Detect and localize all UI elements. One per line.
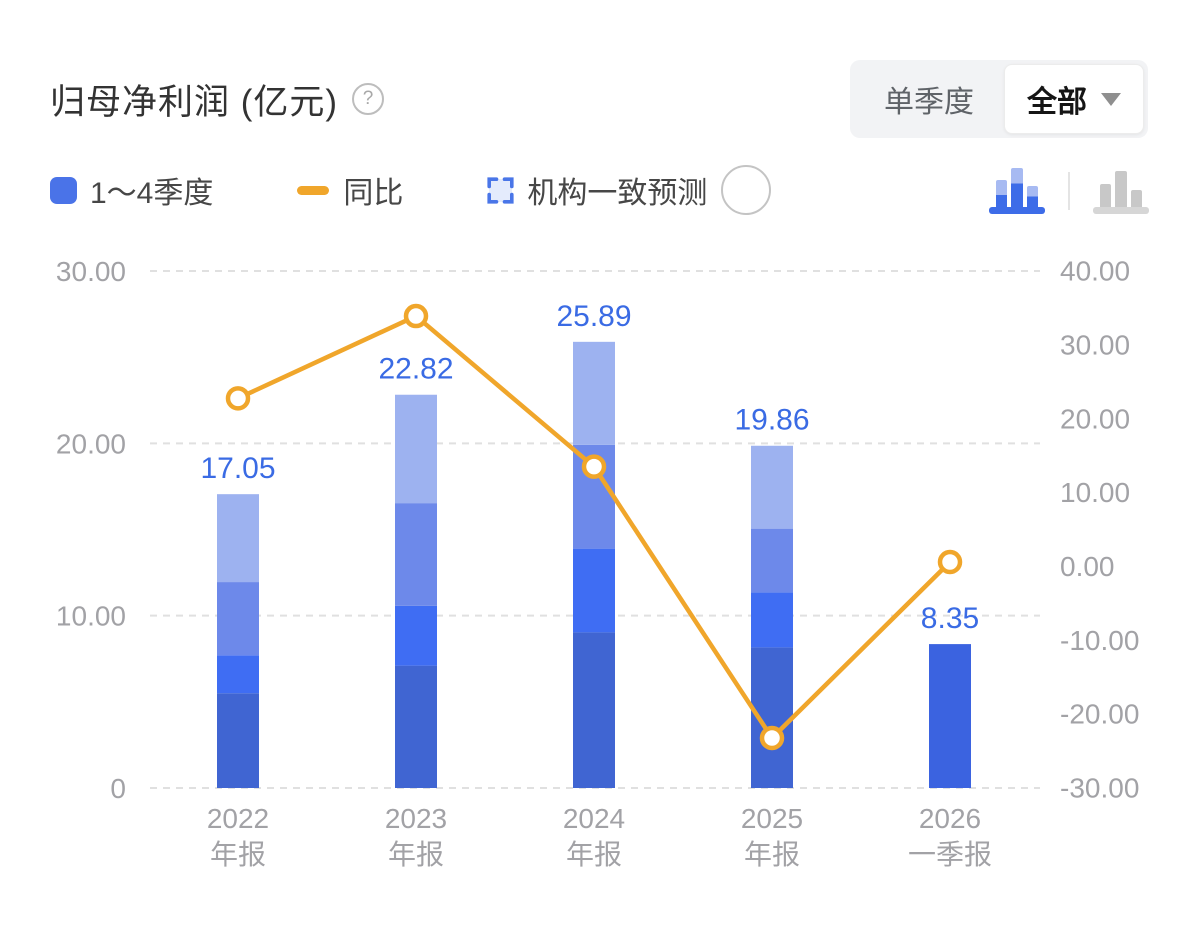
- header: 归母净利润 (亿元) ? 单季度 全部: [50, 60, 1148, 138]
- x-axis-label-period: 年报: [744, 839, 800, 870]
- tab-single-quarter[interactable]: 单季度: [854, 64, 1004, 134]
- forecast-toggle[interactable]: [721, 165, 772, 215]
- forecast-bracket-icon: [487, 176, 514, 204]
- x-axis-label-year: 2026: [919, 803, 981, 834]
- left-axis-label: 20.00: [56, 428, 126, 459]
- grouped-bar-chart-icon[interactable]: [1092, 166, 1150, 214]
- chevron-down-icon: [1101, 92, 1121, 106]
- bar-segment[interactable]: [395, 394, 437, 504]
- bar-segment[interactable]: [217, 494, 259, 583]
- yoy-marker[interactable]: [403, 303, 429, 329]
- bar-segment[interactable]: [217, 582, 259, 656]
- quarters-label: 1～4季度: [90, 177, 214, 210]
- bar-segment[interactable]: [573, 632, 615, 788]
- bar-segment[interactable]: [217, 655, 259, 694]
- bar-segment[interactable]: [751, 592, 793, 648]
- help-icon[interactable]: ?: [352, 83, 385, 115]
- bar-value-label: 19.86: [734, 404, 809, 437]
- yoy-label: 同比: [343, 177, 404, 210]
- bar-value-label: 22.82: [378, 353, 453, 386]
- tab-all-periods[interactable]: 全部: [1004, 64, 1144, 134]
- bar-segment[interactable]: [929, 644, 971, 788]
- chart-type-divider: [1068, 172, 1070, 210]
- x-axis-label-period: 年报: [388, 839, 444, 870]
- bar-2022[interactable]: [217, 494, 259, 788]
- x-axis-label-year: 2022: [207, 803, 269, 834]
- yoy-line-icon: [297, 185, 330, 195]
- tab-all-periods-label: 全部: [1027, 86, 1087, 119]
- bar-2026[interactable]: [929, 644, 971, 788]
- x-axis-label-year: 2023: [385, 803, 447, 834]
- left-axis-label: 10.00: [56, 601, 126, 632]
- bar-segment[interactable]: [395, 605, 437, 666]
- legend: 1～4季度 同比 机构一致预测: [50, 165, 1150, 215]
- yoy-marker[interactable]: [937, 549, 963, 575]
- x-axis-label-year: 2025: [741, 803, 803, 834]
- right-axis-label: 40.00: [1060, 256, 1130, 287]
- legend-item-yoy[interactable]: 同比: [297, 168, 403, 212]
- bar-segment[interactable]: [573, 548, 615, 633]
- bar-2025[interactable]: [751, 445, 793, 788]
- bar-segment[interactable]: [217, 693, 259, 788]
- x-axis-label-period: 年报: [566, 839, 622, 870]
- right-axis-label: -30.00: [1060, 773, 1139, 804]
- period-toggle: 单季度 全部: [850, 60, 1148, 138]
- x-axis-label-year: 2024: [563, 803, 625, 834]
- x-axis-label-period: 年报: [210, 839, 266, 870]
- right-axis-label: -10.00: [1060, 625, 1139, 656]
- yoy-marker[interactable]: [225, 386, 251, 411]
- yoy-marker[interactable]: [759, 725, 785, 751]
- yoy-marker[interactable]: [581, 454, 607, 479]
- bar-segment[interactable]: [395, 665, 437, 788]
- page-title: 归母净利润 (亿元): [50, 82, 339, 122]
- bar-value-label: 17.05: [200, 452, 275, 485]
- legend-item-quarters[interactable]: 1～4季度: [50, 168, 213, 212]
- left-axis-label: 30.00: [56, 256, 126, 287]
- bar-2024[interactable]: [573, 341, 615, 788]
- legend-item-forecast[interactable]: 机构一致预测: [487, 165, 772, 215]
- bar-value-label: 25.89: [556, 300, 631, 333]
- bar-segment[interactable]: [751, 445, 793, 529]
- right-axis-label: -20.00: [1060, 699, 1139, 730]
- chart-type-switch: [988, 166, 1150, 214]
- bar-2023[interactable]: [395, 394, 437, 788]
- right-axis-label: 10.00: [1060, 477, 1130, 508]
- quarters-swatch-icon: [50, 176, 77, 204]
- forecast-label: 机构一致预测: [527, 177, 708, 210]
- right-axis-label: 0.00: [1060, 551, 1115, 582]
- right-axis-label: 20.00: [1060, 403, 1130, 434]
- bar-segment[interactable]: [573, 341, 615, 445]
- right-axis-label: 30.00: [1060, 329, 1130, 360]
- left-axis-label: 0: [110, 773, 126, 804]
- bar-segment[interactable]: [395, 503, 437, 606]
- stacked-bar-chart-icon[interactable]: [988, 166, 1046, 214]
- x-axis-label-period: 一季报: [908, 839, 992, 870]
- bar-value-label: 8.35: [921, 602, 979, 635]
- bar-segment[interactable]: [751, 528, 793, 593]
